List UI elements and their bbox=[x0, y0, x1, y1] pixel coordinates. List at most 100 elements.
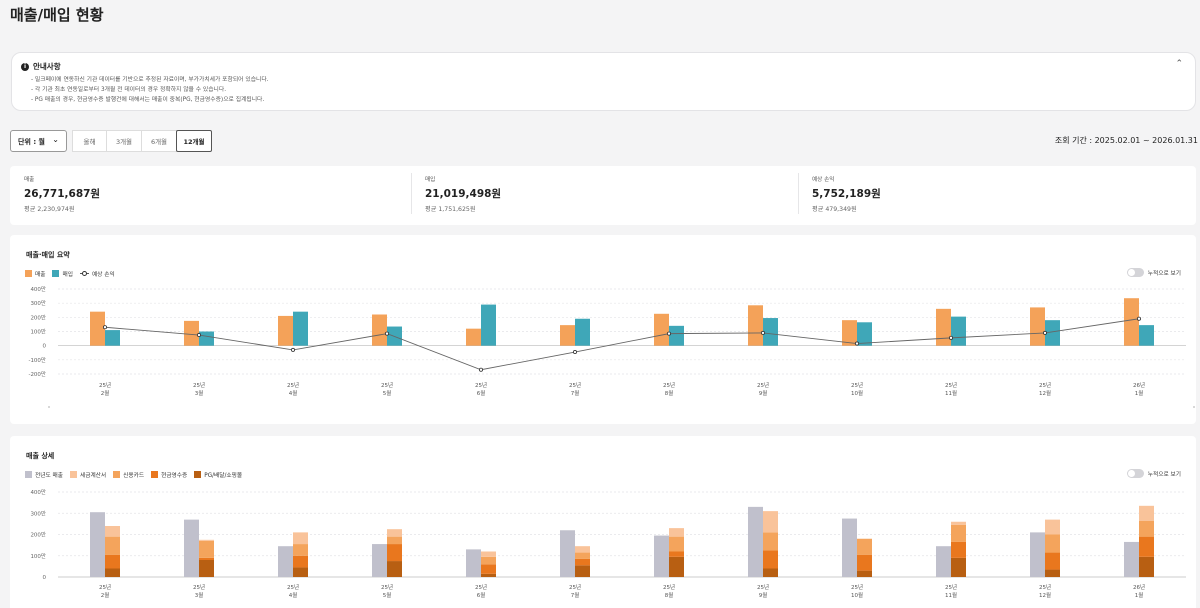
tax-invoice-bar-segment bbox=[1139, 505, 1154, 521]
prev-year-bar bbox=[654, 535, 669, 577]
legend-item-cash-receipt[interactable]: 현금영수증 bbox=[151, 470, 187, 479]
purchase-bar bbox=[1045, 320, 1060, 346]
legend-item-pg[interactable]: PG/배달/쇼핑몰 bbox=[194, 470, 242, 479]
period-6-months[interactable]: 6개월 bbox=[141, 130, 177, 152]
scroll-indicator bbox=[48, 406, 50, 408]
pg-bar-segment bbox=[105, 568, 120, 577]
sales-bar bbox=[842, 320, 857, 346]
legend-item-sales[interactable]: 매출 bbox=[25, 269, 45, 278]
line-marker-icon bbox=[79, 270, 89, 277]
detail-cumulative-toggle[interactable]: 누적으로 보기 bbox=[1126, 469, 1181, 478]
y-tick-label: 0 bbox=[43, 575, 47, 581]
y-tick-label: 400만 bbox=[30, 285, 46, 293]
y-tick-label: 400만 bbox=[30, 488, 46, 496]
x-tick-label: 25년 bbox=[193, 583, 205, 591]
x-tick-label: 5월 bbox=[383, 591, 392, 599]
x-tick-label: 7월 bbox=[571, 591, 580, 599]
period-range: 조회 기간 : 2025.02.01 ~ 2026.01.31 bbox=[1054, 136, 1198, 145]
notice-line: - PG 매출의 경우, 현금영수증 발행건에 대해서는 매출이 중복(PG, … bbox=[31, 97, 265, 103]
info-icon: i bbox=[21, 62, 29, 71]
notice-line: - 각 기관 최초 연동일로부터 3개월 전 데이터의 경우 정확하지 않을 수… bbox=[31, 87, 227, 93]
legend-item-tax-invoice[interactable]: 세금계산서 bbox=[69, 470, 106, 479]
toggle-switch[interactable] bbox=[1126, 268, 1144, 277]
credit-card-bar-segment bbox=[1139, 520, 1154, 537]
prev-year-bar bbox=[278, 546, 293, 577]
x-tick-label: 6월 bbox=[477, 591, 486, 599]
credit-card-bar-segment bbox=[575, 552, 590, 559]
x-tick-label: 11월 bbox=[945, 389, 957, 397]
unit-select[interactable]: 단위 : 월 ⌄ bbox=[10, 130, 67, 152]
cash-receipt-bar-segment bbox=[387, 544, 402, 562]
pg-bar-segment bbox=[481, 573, 496, 577]
toggle-knob bbox=[1127, 269, 1135, 276]
x-tick-label: 26년 bbox=[1133, 381, 1145, 389]
prev-year-bar bbox=[936, 546, 951, 577]
sales-swatch bbox=[25, 270, 32, 277]
prev-year-bar bbox=[1030, 532, 1045, 577]
x-tick-label: 25년 bbox=[757, 583, 769, 591]
y-tick-label: 300만 bbox=[30, 509, 46, 517]
x-tick-label: 25년 bbox=[569, 583, 581, 591]
sales-bar bbox=[90, 311, 105, 346]
tax-invoice-bar-segment bbox=[669, 528, 684, 537]
period-this-year[interactable]: 올해 bbox=[72, 130, 107, 152]
x-tick-label: 25년 bbox=[99, 381, 111, 389]
profit-point bbox=[384, 331, 389, 336]
profit-point bbox=[855, 341, 860, 346]
purchase-bar bbox=[669, 325, 684, 346]
prev-year-bar bbox=[466, 549, 481, 577]
sales-bar bbox=[372, 314, 387, 346]
legend-label: 매출 bbox=[35, 272, 46, 278]
x-tick-label: 12월 bbox=[1039, 591, 1051, 599]
metric-value: 21,019,498원 bbox=[425, 188, 502, 200]
detail-chart-title: 매출 상세 bbox=[26, 452, 55, 460]
legend-item-purchase[interactable]: 매입 bbox=[52, 269, 73, 278]
credit-card-bar-segment bbox=[951, 524, 966, 542]
y-tick-label: 200만 bbox=[30, 531, 46, 539]
x-tick-label: 25년 bbox=[287, 381, 299, 389]
x-tick-label: 25년 bbox=[663, 583, 675, 591]
period-3-months[interactable]: 3개월 bbox=[106, 130, 142, 152]
prev-year-bar bbox=[90, 512, 105, 577]
chevron-up-icon[interactable]: ⌃ bbox=[1175, 59, 1183, 69]
credit-card-bar-segment bbox=[763, 532, 778, 551]
x-tick-label: 10월 bbox=[851, 389, 863, 397]
x-tick-label: 6월 bbox=[477, 389, 486, 397]
unit-select-label: 단위 : 월 bbox=[18, 138, 45, 146]
legend-item-profit[interactable]: 예상 손익 bbox=[79, 269, 115, 278]
pg-bar-segment bbox=[1045, 569, 1060, 577]
sales-bar bbox=[278, 315, 293, 346]
period-12-months[interactable]: 12개월 bbox=[176, 130, 212, 152]
prev-year-bar bbox=[560, 530, 575, 577]
x-tick-label: 25년 bbox=[569, 381, 581, 389]
tax-invoice-bar-segment bbox=[387, 529, 402, 537]
legend-item-prev-year[interactable]: 전년도 매출 bbox=[25, 470, 63, 479]
sales-bar bbox=[1030, 307, 1045, 346]
x-tick-label: 4월 bbox=[289, 389, 298, 397]
x-tick-label: 10월 bbox=[851, 591, 863, 599]
x-tick-label: 1월 bbox=[1135, 591, 1144, 599]
legend-item-credit-card[interactable]: 신용카드 bbox=[113, 470, 144, 479]
x-tick-label: 4월 bbox=[289, 591, 298, 599]
legend-label: 예상 손익 bbox=[91, 272, 115, 278]
tax-invoice-bar-segment bbox=[951, 521, 966, 525]
credit-card-bar-segment bbox=[669, 536, 684, 552]
toggle-switch[interactable] bbox=[1126, 469, 1144, 478]
summary-chart-title: 매출·매입 요약 bbox=[26, 251, 70, 259]
metric-value: 26,771,687원 bbox=[24, 188, 101, 200]
y-tick-label: 100만 bbox=[30, 552, 46, 560]
profit-point bbox=[667, 331, 672, 336]
cash-receipt-bar-segment bbox=[1045, 552, 1060, 570]
summary-cumulative-toggle[interactable]: 누적으로 보기 bbox=[1126, 268, 1181, 277]
cash-receipt-bar-segment bbox=[951, 541, 966, 558]
notice-line: - 밀크페이에 연동하신 기관 데이터를 기반으로 추정된 자료이며, 부가가치… bbox=[31, 77, 269, 83]
legend-label: 전년도 매출 bbox=[35, 473, 63, 479]
cash-receipt-bar-segment bbox=[1139, 536, 1154, 557]
x-tick-label: 25년 bbox=[381, 381, 393, 389]
profit-point bbox=[478, 367, 483, 372]
credit-card-bar-segment bbox=[857, 538, 872, 555]
purchase-bar bbox=[481, 304, 496, 346]
prev-year-bar bbox=[372, 544, 387, 577]
tax-invoice-bar-segment bbox=[1045, 519, 1060, 535]
x-tick-label: 26년 bbox=[1133, 583, 1145, 591]
